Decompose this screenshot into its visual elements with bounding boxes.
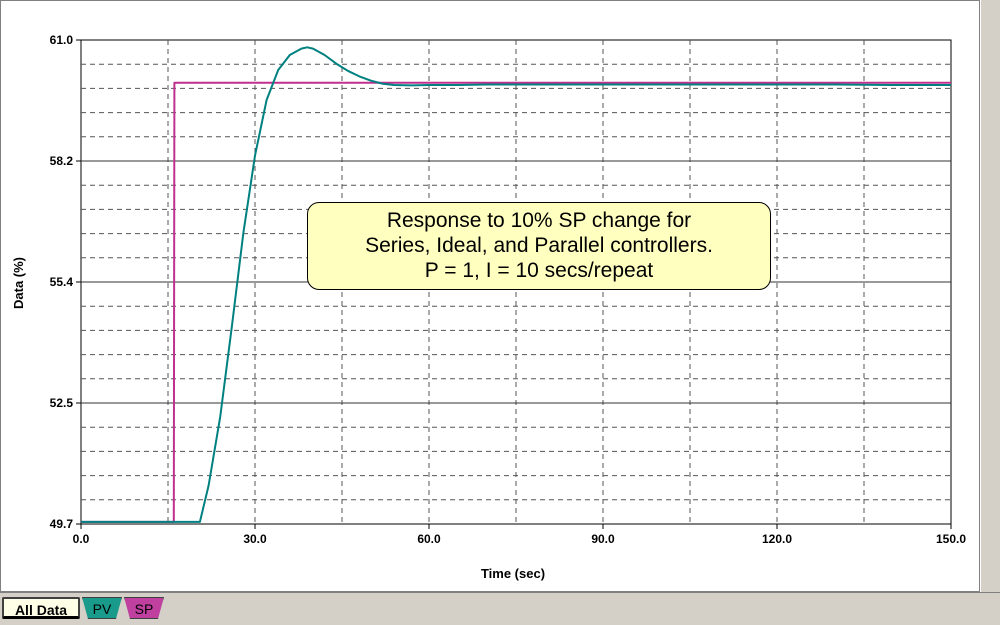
- y-tick-label: 58.2: [50, 154, 74, 168]
- x-tick-label: 0.0: [73, 532, 90, 546]
- chart-panel: 0.0 30.0 60.0 90.0 120.0 150.0 61.0 58.2 55.4 52.…: [0, 0, 980, 592]
- x-tick-label: 150.0: [936, 532, 966, 546]
- tab-all-data[interactable]: All Data: [2, 597, 80, 619]
- series-line-pv: [81, 46, 951, 523]
- chart-annotation: Response to 10% SP change for Series, Id…: [307, 202, 771, 290]
- y-axis-title: Data (%): [11, 257, 26, 309]
- series-line-sp: [81, 81, 951, 523]
- x-tick-label: 120.0: [762, 532, 792, 546]
- x-axis-title: Time (sec): [481, 566, 545, 581]
- axis-ticks: 0.0 30.0 60.0 90.0 120.0 150.0 61.0 58.2 55.4 52.…: [50, 33, 967, 546]
- y-tick-label: 49.7: [50, 517, 74, 531]
- y-tick-label: 55.4: [50, 275, 74, 289]
- annotation-line-1: Response to 10% SP change for: [386, 209, 692, 232]
- series-lines: [81, 46, 951, 523]
- tab-sp[interactable]: SP: [124, 597, 164, 619]
- y-tick-label: 61.0: [50, 33, 74, 47]
- vertical-scrollbar[interactable]: [980, 0, 1000, 592]
- x-tick-label: 60.0: [417, 532, 441, 546]
- tab-bar: All Data PV SP: [0, 592, 1000, 625]
- tab-pv[interactable]: PV: [82, 597, 122, 619]
- trend-chart: 0.0 30.0 60.0 90.0 120.0 150.0 61.0 58.2 55.4 52.…: [11, 33, 967, 581]
- x-tick-label: 90.0: [591, 532, 615, 546]
- annotation-line-3: P = 1, I = 10 secs/repeat: [424, 259, 654, 282]
- y-tick-label: 52.5: [50, 396, 74, 410]
- x-tick-label: 30.0: [243, 532, 267, 546]
- annotation-line-2: Series, Ideal, and Parallel controllers.: [365, 234, 713, 257]
